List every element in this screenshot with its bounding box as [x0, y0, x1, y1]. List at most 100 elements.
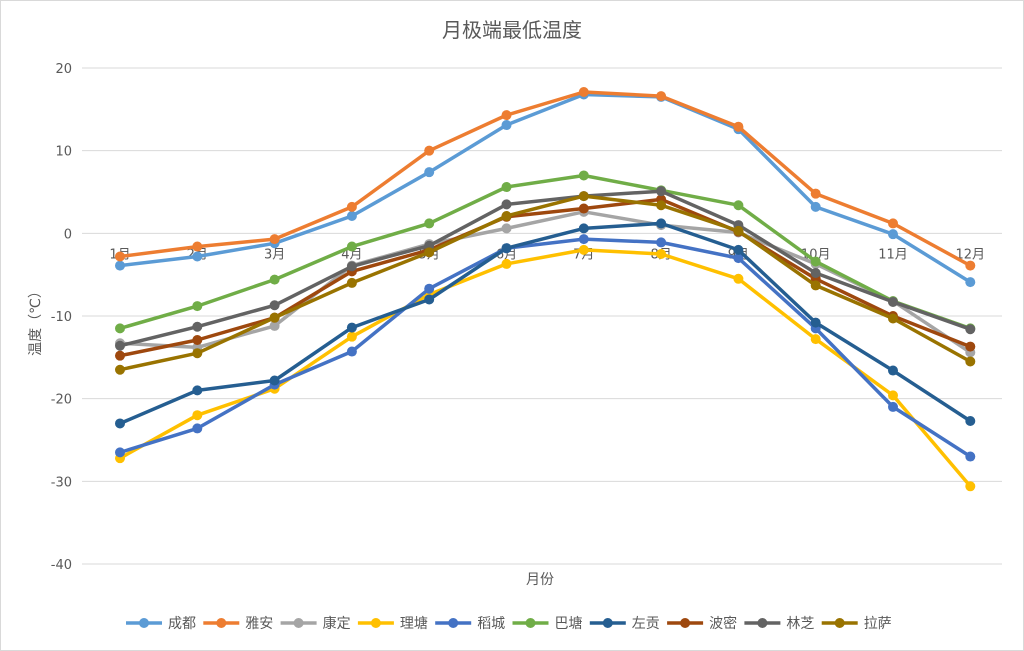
series-line [118, 92, 973, 284]
data-point [346, 322, 357, 333]
data-point [501, 210, 512, 221]
data-point [501, 243, 512, 254]
legend-item: 康定 [280, 615, 351, 632]
legend-label: 巴塘 [555, 616, 583, 632]
data-point [269, 274, 280, 285]
legend-item: 拉萨 [821, 616, 892, 632]
series-6 [115, 170, 976, 334]
data-point [888, 296, 898, 307]
data-point [269, 320, 280, 331]
data-point [733, 253, 744, 264]
data-point [733, 273, 744, 284]
x-tick-label: 3月 [264, 247, 285, 262]
legend-marker [448, 618, 459, 628]
data-point [346, 210, 357, 221]
legend-label: 理塘 [400, 616, 428, 632]
legend-label: 波密 [709, 615, 737, 632]
data-point [346, 277, 357, 288]
data-point [115, 260, 125, 271]
legend-item: 理塘 [357, 616, 428, 632]
data-point [269, 300, 280, 311]
data-point [888, 218, 898, 229]
data-point [656, 218, 667, 229]
x-tick-label: 11月 [878, 247, 908, 262]
legend-item: 左贡 [589, 616, 660, 632]
series-line [118, 210, 973, 355]
x-axis-title: 月份 [526, 572, 554, 588]
series-line [118, 237, 973, 459]
y-tick-label: 10 [55, 145, 72, 160]
data-point [269, 375, 280, 386]
data-point [192, 385, 203, 396]
data-point [965, 451, 976, 462]
legend-item: 稻城 [435, 616, 505, 632]
data-point [346, 346, 357, 357]
data-point [115, 340, 125, 351]
data-point [192, 241, 203, 252]
data-point [192, 348, 203, 359]
data-point [269, 312, 280, 323]
data-point [810, 188, 821, 199]
data-point [965, 415, 976, 426]
data-point [888, 313, 898, 324]
y-axis-title: 温度（℃） [28, 284, 44, 356]
legend-marker [293, 618, 304, 628]
series-group [115, 86, 976, 492]
x-tick-label: 4月 [341, 247, 362, 262]
data-point [269, 234, 280, 245]
data-point [733, 244, 744, 255]
data-point [424, 247, 435, 258]
legend-item: 巴塘 [512, 616, 583, 632]
data-point [656, 237, 667, 248]
data-point [656, 249, 667, 259]
data-point [578, 244, 589, 255]
series-3 [115, 206, 976, 358]
data-point [733, 121, 744, 132]
data-point [192, 334, 203, 345]
legend-item: 成都 [126, 616, 196, 632]
legend: 成都 雅安 康定 理塘 稻城 巴塘 左贡 波密 林芝 拉萨 [126, 615, 892, 632]
x-tick-label: 12月 [956, 247, 986, 262]
y-tick-label: -10 [51, 310, 72, 325]
data-point [578, 234, 589, 245]
x-axis-ticks: 1月2月3月4月5月6月7月8月9月10月11月12月 [109, 247, 985, 262]
data-point [578, 203, 589, 214]
series-line [118, 194, 973, 372]
data-point [346, 201, 357, 212]
series-2 [115, 86, 976, 271]
data-point [424, 283, 435, 294]
series-line [118, 173, 973, 331]
data-point [578, 86, 589, 97]
series-line [118, 221, 973, 426]
legend-marker [216, 618, 227, 628]
data-point [733, 200, 744, 211]
data-point [115, 251, 125, 262]
legend-marker [757, 618, 768, 628]
data-point [656, 186, 667, 197]
data-point [810, 280, 821, 291]
legend-label: 成都 [168, 616, 196, 632]
legend-item: 林芝 [744, 616, 814, 632]
legend-marker [525, 618, 536, 628]
data-point [965, 481, 976, 492]
legend-label: 林芝 [786, 616, 814, 632]
data-point [501, 258, 512, 269]
legend-marker [139, 618, 149, 628]
series-4 [115, 244, 976, 492]
data-point [656, 200, 667, 211]
series-5 [115, 234, 976, 462]
data-point [501, 199, 512, 210]
series-line [118, 90, 973, 268]
data-point [192, 301, 203, 312]
data-point [346, 241, 357, 252]
data-point [192, 321, 203, 332]
data-point [346, 331, 357, 342]
chart-title: 月极端最低温度 [442, 18, 582, 42]
data-point [424, 294, 435, 305]
data-point [965, 356, 976, 367]
data-point [115, 350, 125, 361]
legend-marker [834, 618, 845, 628]
data-point [424, 218, 435, 229]
